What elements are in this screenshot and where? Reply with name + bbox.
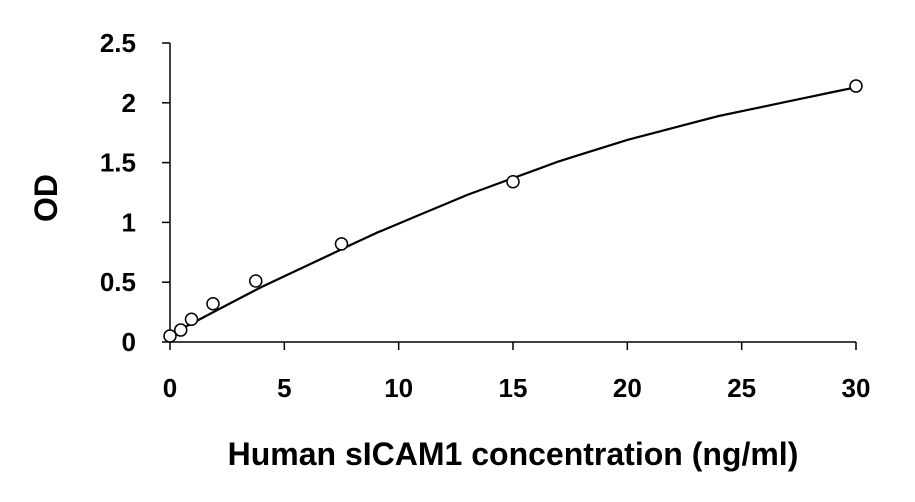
data-point: [173, 323, 188, 337]
y-tick-label: 0.5: [100, 267, 136, 297]
data-point: [334, 237, 349, 251]
data-points: [163, 79, 863, 343]
y-tick-label: 1: [122, 207, 136, 237]
data-point: [184, 312, 199, 327]
data-point: [506, 174, 520, 189]
y-tick-label: 2: [122, 88, 136, 118]
x-tick-label: 0: [163, 373, 177, 403]
x-tick-label: 5: [277, 373, 291, 403]
x-tick-label: 30: [842, 373, 871, 403]
x-tick-label: 20: [613, 373, 642, 403]
data-point: [206, 296, 220, 311]
x-tick-label: 10: [384, 373, 413, 403]
x-axis: 0 5 10 15 20 25 30: [163, 341, 871, 403]
y-tick-label: 1.5: [100, 148, 136, 178]
y-tick-label: 2.5: [100, 28, 136, 58]
data-point: [163, 329, 177, 343]
x-tick-label: 15: [499, 373, 528, 403]
y-axis-title: OD: [28, 174, 64, 222]
fit-curve: [169, 86, 857, 336]
data-point: [249, 274, 263, 288]
fit-curve-line: [169, 86, 857, 336]
data-point: [849, 79, 863, 93]
y-tick-label: 0: [122, 327, 136, 357]
x-tick-label: 25: [727, 373, 756, 403]
x-axis-title: Human sICAM1 concentration (ng/ml): [228, 436, 799, 472]
y-axis: 0 0.5 1 1.5 2 2.5: [100, 28, 171, 357]
